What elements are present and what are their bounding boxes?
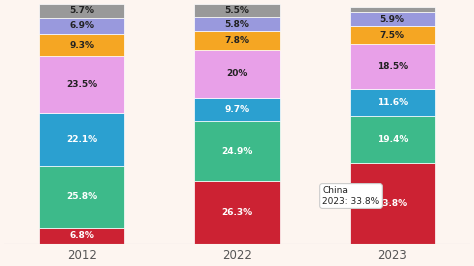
Bar xyxy=(39,56,125,113)
Bar xyxy=(349,89,435,117)
Bar xyxy=(194,50,280,98)
Text: 24.9%: 24.9% xyxy=(221,147,253,156)
Bar xyxy=(349,117,435,163)
Text: 5.7%: 5.7% xyxy=(69,6,94,15)
Bar xyxy=(39,166,125,228)
Bar xyxy=(349,26,435,44)
Text: 25.8%: 25.8% xyxy=(66,192,97,201)
Text: 20%: 20% xyxy=(226,69,248,78)
Text: China
2023: 33.8%: China 2023: 33.8% xyxy=(322,186,390,206)
Text: 9.7%: 9.7% xyxy=(224,105,250,114)
Bar xyxy=(194,4,280,17)
Text: 11.6%: 11.6% xyxy=(377,98,408,107)
Bar xyxy=(194,121,280,181)
Bar xyxy=(194,98,280,121)
Bar xyxy=(194,31,280,50)
Text: 33.8%: 33.8% xyxy=(377,199,408,208)
Bar xyxy=(39,113,125,166)
Bar xyxy=(349,163,435,244)
Text: 7.5%: 7.5% xyxy=(380,31,405,40)
Text: 18.5%: 18.5% xyxy=(377,62,408,71)
Bar xyxy=(39,34,125,56)
Text: 7.8%: 7.8% xyxy=(225,36,249,45)
Text: 6.8%: 6.8% xyxy=(69,231,94,240)
Bar xyxy=(349,12,435,26)
Text: 5.8%: 5.8% xyxy=(225,20,249,29)
Text: 19.4%: 19.4% xyxy=(376,135,408,144)
Text: 5.5%: 5.5% xyxy=(225,6,249,15)
Text: 9.3%: 9.3% xyxy=(69,41,94,50)
Bar xyxy=(349,7,435,12)
Bar xyxy=(349,44,435,89)
Text: 23.5%: 23.5% xyxy=(66,80,97,89)
Bar xyxy=(39,4,125,18)
Bar xyxy=(194,181,280,244)
Text: 5.9%: 5.9% xyxy=(380,15,405,24)
Text: 6.9%: 6.9% xyxy=(69,21,94,30)
Bar xyxy=(39,18,125,34)
Text: 26.3%: 26.3% xyxy=(221,208,253,217)
Bar xyxy=(39,228,125,244)
Bar xyxy=(194,17,280,31)
Text: 22.1%: 22.1% xyxy=(66,135,97,144)
